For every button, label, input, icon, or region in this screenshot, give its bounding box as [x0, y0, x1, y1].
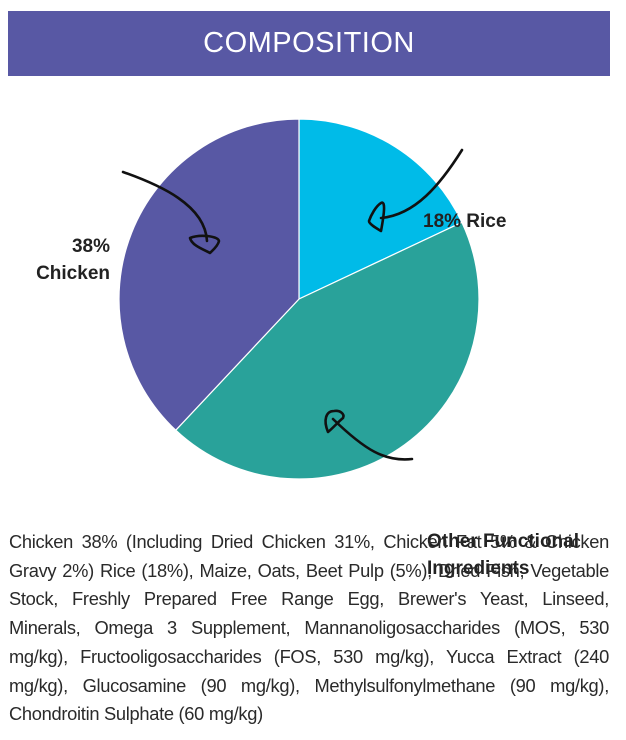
pie-slice-chicken [118, 118, 300, 432]
chicken-arrow-icon [121, 170, 221, 255]
composition-header: COMPOSITION [8, 11, 610, 76]
rice-arrow-icon [367, 148, 464, 233]
pie-slice-rice [298, 118, 463, 300]
pie-slice-other-functional-ingredients [174, 221, 480, 480]
pie-svg [118, 118, 480, 480]
other-label: Other Functional Ingredients [427, 528, 579, 582]
other-arrow-icon [324, 409, 414, 461]
chicken-name: Chicken [36, 263, 110, 284]
chicken-label: 38% Chicken [20, 233, 110, 287]
other-line1: Other Functional [427, 531, 579, 552]
other-line2: Ingredients [427, 558, 530, 579]
composition-pie-chart: 38% Chicken 18% Rice Other Functional In… [0, 90, 626, 579]
header-title: COMPOSITION [203, 27, 415, 59]
rice-label: 18% Rice [423, 211, 507, 232]
chicken-percent: 38% [71, 236, 110, 257]
pie-slices [118, 118, 480, 480]
ingredients-text: Chicken 38% (Including Dried Chicken 31%… [9, 531, 609, 725]
